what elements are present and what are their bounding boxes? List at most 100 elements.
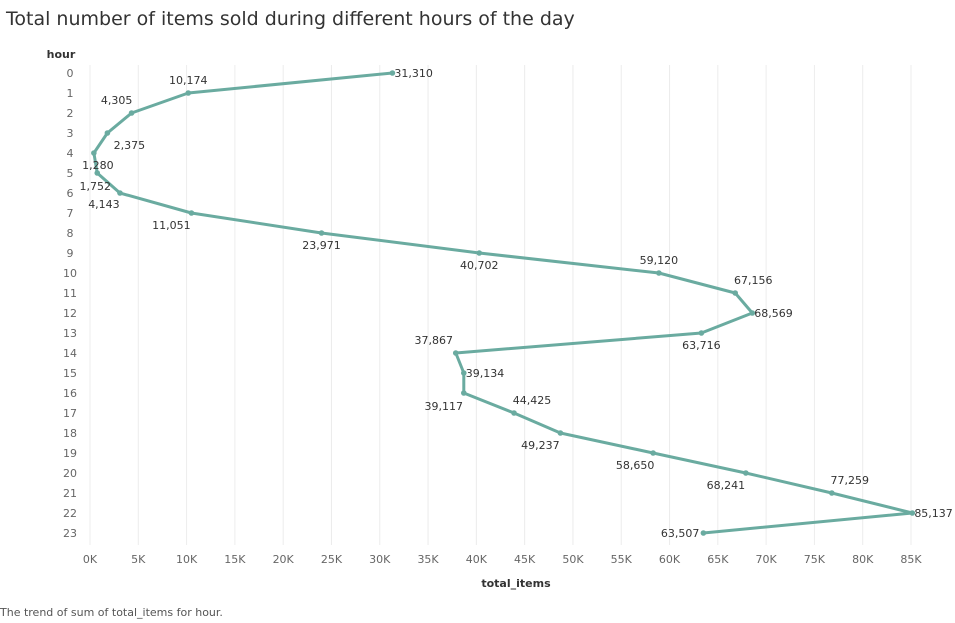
data-label: 39,117 [425,400,464,413]
data-label: 63,716 [682,339,721,352]
data-point [452,350,459,356]
data-point [185,90,192,96]
y-tick-label: 1 [67,87,74,100]
data-label: 31,310 [394,67,433,80]
y-tick-label: 11 [63,287,77,300]
data-label: 67,156 [734,274,773,287]
data-point [743,470,749,476]
y-tick-label: 14 [63,347,77,360]
data-label: 68,569 [754,307,793,320]
x-tick-label: 60K [659,553,681,566]
y-tick-label: 6 [67,187,74,200]
x-tick-label: 65K [707,553,729,566]
data-point [557,430,564,436]
x-tick-label: 70K [756,553,778,566]
y-tick-label: 0 [67,67,74,80]
data-label: 58,650 [616,459,655,472]
data-label: 39,134 [466,367,505,380]
y-tick-label: 19 [63,447,77,460]
x-tick-label: 5K [131,553,146,566]
data-label: 37,867 [415,334,454,347]
x-tick-label: 35K [417,553,439,566]
x-tick-label: 55K [611,553,633,566]
data-label: 4,305 [101,94,133,107]
series-line [92,71,914,535]
x-tick-label: 45K [514,553,536,566]
y-tick-label: 8 [67,227,74,240]
x-tick-label: 40K [466,553,488,566]
chart-title: Total number of items sold during differ… [6,8,575,30]
x-tick-label: 80K [852,553,874,566]
x-tick-label: 50K [562,553,584,566]
x-tick-label: 20K [273,553,295,566]
y-tick-label: 17 [63,407,77,420]
data-label: 4,143 [88,198,120,211]
y-tick-label: 13 [63,327,77,340]
x-tick-label: 15K [224,553,246,566]
data-point [732,290,739,296]
data-label: 10,174 [169,74,208,87]
data-label: 77,259 [831,474,870,487]
x-tick-label: 30K [369,553,391,566]
data-point [318,230,325,236]
data-point [460,370,467,376]
data-label: 1,752 [79,180,111,193]
y-tick-label: 3 [67,127,74,140]
y-tick-label: 18 [63,427,77,440]
data-point [698,330,705,336]
data-label: 2,375 [114,139,146,152]
data-point [909,510,916,516]
y-tick-label: 16 [63,387,77,400]
x-tick-label: 75K [804,553,826,566]
y-tick-label: 15 [63,367,77,380]
data-label: 23,971 [302,239,341,252]
data-point [91,150,97,156]
data-point [511,410,517,416]
x-tick-label: 85K [900,553,922,566]
data-points [91,70,916,536]
x-axis-title: total_items [481,577,551,590]
y-tick-label: 23 [63,527,77,540]
data-point [828,490,835,496]
data-point [389,70,396,76]
y-tick-label: 5 [67,167,74,180]
data-point [700,530,707,536]
data-point [476,250,483,256]
data-point [128,110,135,116]
data-label: 68,241 [707,479,746,492]
data-point [104,130,111,136]
data-label: 85,137 [914,507,953,520]
data-point [188,210,195,216]
data-label: 1,280 [82,159,114,172]
data-point [749,310,756,316]
y-tick-label: 22 [63,507,77,520]
data-label: 44,425 [513,394,552,407]
data-point [656,270,662,276]
data-point [94,170,101,176]
data-label: 49,237 [521,439,560,452]
x-axis-ticks: 0K 5K 10K 15K 20K 25K 30K 35K 40K 45K 50K 55K 60K 65K… [83,553,922,566]
data-label: 40,702 [460,259,499,272]
y-tick-label: 9 [67,247,74,260]
x-tick-label: 25K [321,553,343,566]
y-tick-label: 2 [67,107,74,120]
y-tick-label: 20 [63,467,77,480]
x-tick-label: 0K [83,553,98,566]
x-tick-label: 10K [176,553,198,566]
data-label: 63,507 [661,527,700,540]
gridlines [89,65,912,545]
y-tick-label: 12 [63,307,77,320]
y-tick-label: 7 [67,207,74,220]
data-point [117,190,123,196]
y-tick-label: 4 [67,147,74,160]
y-axis-title: hour [47,48,76,61]
chart-caption: The trend of sum of total_items for hour… [0,606,223,619]
y-tick-label: 10 [63,267,77,280]
data-label: 11,051 [152,219,191,232]
data-label: 59,120 [640,254,679,267]
y-tick-label: 21 [63,487,77,500]
data-point [460,390,467,396]
data-point [650,450,656,456]
